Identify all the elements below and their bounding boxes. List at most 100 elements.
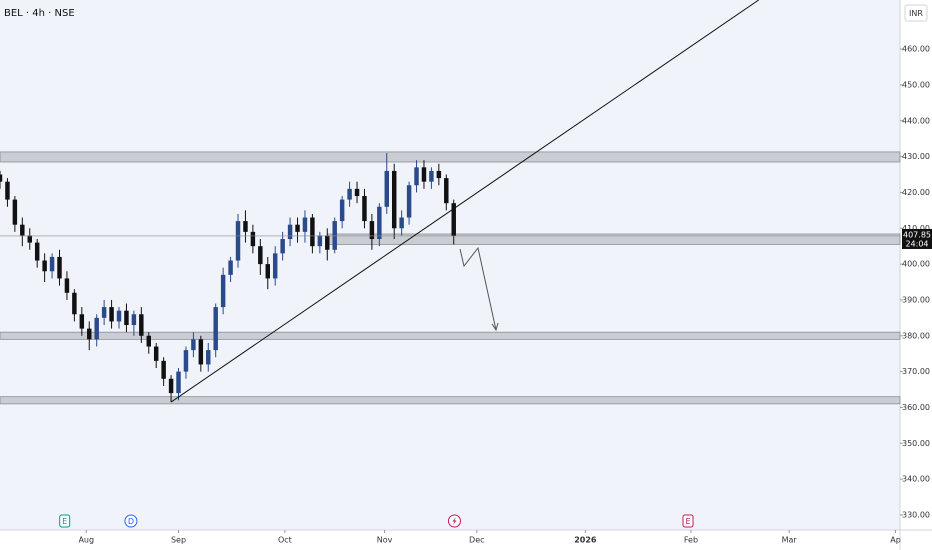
candle-body [362, 196, 367, 222]
candle-body [87, 328, 92, 340]
y-tick-label: 450.00 [902, 80, 930, 89]
candle-body [287, 224, 293, 240]
candle-body [414, 167, 419, 186]
candle-body [57, 256, 62, 279]
sr-zone [0, 331, 901, 340]
candle-body [347, 188, 352, 200]
candle-body [109, 307, 114, 322]
candle-body [72, 292, 77, 315]
candle-body [243, 221, 248, 232]
candle-body [168, 378, 174, 394]
plot-background [0, 0, 900, 530]
y-tick-label: 380.00 [902, 331, 930, 340]
candle-body [325, 235, 330, 250]
candle-body [5, 181, 10, 200]
candle-body [198, 339, 204, 365]
candle-body [272, 253, 278, 279]
sr-zone [0, 151, 901, 163]
y-tick-label: 350.00 [902, 439, 930, 448]
y-tick-label: 460.00 [902, 45, 930, 54]
sr-zone [0, 396, 901, 405]
y-tick-label: 400.00 [902, 260, 930, 269]
candle-body [354, 188, 360, 197]
event-marker[interactable] [59, 514, 71, 528]
candle-body [295, 224, 300, 232]
candle-body [332, 221, 337, 250]
candle-body [176, 371, 181, 394]
currency-box[interactable] [904, 4, 928, 22]
candle-body [444, 178, 449, 204]
x-tick-label: Mar [782, 536, 798, 545]
candle-body [49, 256, 55, 272]
trendline [170, 0, 759, 403]
y-tick-label: 410.00 [902, 224, 930, 233]
candle-body [27, 235, 32, 243]
candle-body [220, 274, 226, 308]
x-tick-label: Sep [171, 536, 186, 545]
candle-body [377, 206, 382, 240]
candle-body [79, 314, 85, 329]
candle-body [153, 346, 159, 361]
candle-body [131, 314, 137, 326]
candle-body [339, 199, 345, 222]
projection-arrow [459, 246, 497, 331]
candle-body [235, 221, 241, 261]
candle-body [302, 217, 308, 232]
candle-body [429, 170, 434, 182]
candle-body [317, 235, 323, 247]
event-marker[interactable] [124, 514, 138, 528]
x-tick-label: Oct [278, 536, 292, 545]
currency: INR [909, 9, 923, 18]
candle-body [280, 239, 285, 254]
y-tick-label: 440.00 [902, 116, 930, 125]
x-tick-label: Nov [377, 536, 393, 545]
x-tick-label: Dec [469, 536, 484, 545]
candle-body [12, 199, 18, 225]
candle-body [258, 246, 263, 265]
candle-body [228, 260, 233, 275]
candle-body [436, 170, 442, 179]
arrow-head [491, 322, 499, 332]
event-label: E [685, 517, 690, 526]
y-tick-label: 360.00 [902, 403, 930, 412]
candle-body [369, 221, 375, 240]
x-tick-label: Aug [78, 536, 94, 545]
candle-body [101, 307, 107, 318]
candle-body [384, 170, 390, 207]
candle-body [250, 231, 256, 247]
candle-body [391, 170, 397, 229]
x-tick-label: Ap [890, 536, 901, 545]
candle-body [399, 217, 404, 229]
x-tick-label: Feb [684, 536, 698, 545]
symbol-title[interactable]: BEL · 4h · NSE [4, 8, 75, 19]
y-tick-label: 430.00 [902, 152, 930, 161]
candle-body [0, 174, 3, 182]
y-tick-label: 330.00 [902, 510, 930, 519]
candle-body [406, 185, 412, 218]
candle-body [146, 335, 151, 347]
candle-body [451, 203, 456, 236]
candle-body [94, 317, 99, 340]
candle-body [310, 217, 315, 247]
candle-body [139, 314, 144, 336]
candle-body [42, 260, 47, 272]
candle-body [183, 350, 189, 372]
y-tick-label: 340.00 [902, 475, 930, 484]
candle-body [20, 224, 25, 236]
sr-zone [326, 233, 901, 245]
event-label: D [128, 517, 134, 526]
candle-body [206, 350, 211, 365]
price-tag [902, 228, 932, 249]
candle-body [116, 310, 122, 322]
candle-body [265, 264, 270, 279]
y-tick-label: 420.00 [902, 188, 930, 197]
event-marker[interactable] [682, 514, 694, 528]
event-label: E [62, 517, 67, 526]
candle-body [161, 360, 166, 379]
candle-body [64, 278, 70, 293]
price-tag-label: 407.85 [903, 230, 931, 239]
candle-body [213, 307, 218, 351]
y-tick-label: 390.00 [902, 295, 930, 304]
candle-body [124, 310, 129, 326]
